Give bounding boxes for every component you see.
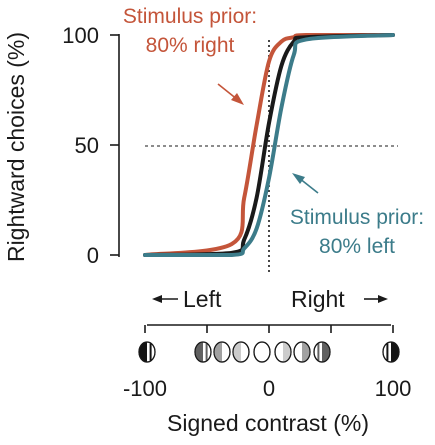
- contrast-stimulus-icon: [232, 341, 250, 363]
- contrast-stimulus-icon: [382, 341, 400, 363]
- contrast-icons: [138, 341, 400, 363]
- annotation-left-prior-line2: 80% left: [319, 235, 395, 258]
- contrast-stimulus-icon: [293, 341, 311, 363]
- annotation-left-prior-line1: Stimulus prior:: [290, 206, 424, 229]
- arrow-left-icon: [152, 295, 162, 303]
- series-line-1: [143, 33, 395, 257]
- annotation-right-prior-line1: Stimulus prior:: [123, 5, 257, 28]
- y-tick-label: 50: [75, 133, 99, 158]
- right-label: Right: [291, 286, 345, 312]
- y-ticks: 0 50 100: [62, 23, 119, 268]
- series-curves: [143, 32, 395, 258]
- x-tick-label: -100: [123, 376, 167, 401]
- series-line-2: [143, 33, 395, 258]
- x-axis-label: Signed contrast (%): [167, 410, 369, 436]
- arrow-icon-left-prior: [292, 173, 319, 194]
- left-label: Left: [183, 286, 222, 312]
- x-ticks: -100 0 100: [123, 325, 411, 401]
- series-line-0: [143, 32, 395, 257]
- y-axis-label: Rightward choices (%): [3, 32, 29, 262]
- left-direction: Left: [152, 286, 222, 312]
- arrow-right-icon: [378, 295, 388, 303]
- right-direction: Right: [291, 286, 388, 312]
- contrast-stimulus-icon: [313, 341, 331, 363]
- annotation-right-prior-line2: 80% right: [146, 34, 235, 57]
- x-tick-label: 100: [375, 376, 412, 401]
- y-tick-label: 0: [87, 243, 99, 268]
- arrow-icon-right-prior: [217, 83, 244, 105]
- contrast-stimulus-icon: [274, 341, 292, 363]
- contrast-stimulus-icon: [138, 341, 156, 363]
- y-tick-label: 100: [62, 23, 99, 48]
- contrast-stimulus-icon: [194, 341, 212, 363]
- contrast-stimulus-icon: [253, 341, 271, 363]
- contrast-stimulus-icon: [213, 341, 231, 363]
- x-tick-label: 0: [263, 376, 275, 401]
